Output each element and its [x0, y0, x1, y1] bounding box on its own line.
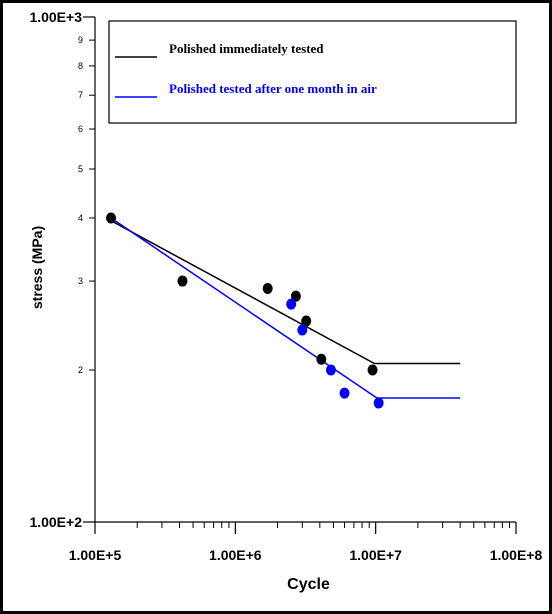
fit-line-series-2 — [110, 217, 461, 399]
y-tick-label: 1.00E+3 — [29, 9, 82, 25]
y-minor-tick-label: 4 — [78, 213, 83, 223]
y-minor-tick-label: 7 — [78, 90, 83, 100]
x-tick-label: 1.00E+7 — [349, 547, 402, 563]
y-minor-tick-label: 3 — [78, 276, 83, 286]
data-point-series-1 — [301, 315, 312, 327]
y-minor-tick-label: 6 — [78, 124, 83, 134]
data-point-series-2 — [297, 324, 308, 336]
data-point-series-2 — [373, 397, 384, 409]
data-point-series-1 — [290, 290, 301, 302]
y-tick-label: 1.00E+2 — [29, 514, 82, 530]
x-tick-label: 1.00E+8 — [490, 547, 543, 563]
y-minor-tick-label: 8 — [78, 61, 83, 71]
axes: 1.00E+2 1.00E+3 2 3 4 5 6 7 8 9 1.00E+5 1.00E+6 1.00… — [29, 9, 542, 593]
x-axis-title: Cycle — [287, 576, 330, 593]
fit-line-series-1 — [110, 220, 461, 365]
fit-lines — [110, 217, 461, 399]
legend: Polished immediately tested Polished test… — [108, 20, 517, 124]
data-point-series-1 — [177, 275, 188, 287]
x-tick-label: 1.00E+6 — [209, 547, 262, 563]
y-minor-tick-label: 2 — [78, 365, 83, 375]
y-minor-tick-label: 9 — [78, 35, 83, 45]
data-point-series-2 — [325, 364, 336, 376]
y-minor-tick-label: 5 — [78, 164, 83, 174]
legend-label-series-2: Polished tested after one month in air — [169, 81, 377, 96]
x-tick-label: 1.00E+5 — [69, 547, 122, 563]
y-axis-title: stress (MPa) — [29, 226, 45, 309]
data-point-series-1 — [367, 364, 378, 376]
data-points — [105, 212, 384, 409]
data-point-series-1 — [105, 212, 116, 224]
data-point-series-1 — [316, 353, 327, 365]
legend-label-series-1: Polished immediately tested — [169, 41, 324, 56]
data-point-series-2 — [339, 387, 350, 399]
data-point-series-1 — [262, 282, 273, 294]
legend-box — [108, 20, 517, 124]
data-point-series-2 — [286, 298, 297, 310]
